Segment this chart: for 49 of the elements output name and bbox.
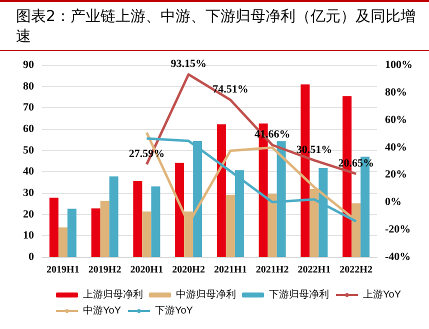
legend-label: 下游YoY bbox=[154, 304, 194, 316]
bar bbox=[67, 208, 76, 257]
data-label: 74.51% bbox=[212, 83, 248, 96]
bar bbox=[226, 194, 235, 257]
chart-title: 图表2：产业链上游、中游、下游归母净利（亿元）及同比增速 bbox=[0, 0, 429, 51]
x-tick-label: 2022H2 bbox=[340, 264, 372, 276]
data-label: 93.15% bbox=[170, 58, 206, 70]
bar bbox=[216, 124, 226, 257]
y-tick-label: 60 bbox=[23, 123, 34, 135]
y-tick-label: 20 bbox=[23, 208, 34, 220]
bar bbox=[133, 181, 142, 257]
y-tick-label: 70 bbox=[23, 102, 34, 114]
bar bbox=[142, 212, 152, 257]
legend-label: 下游归母净利 bbox=[269, 288, 329, 300]
y-tick-label: 30 bbox=[23, 187, 34, 199]
bar bbox=[49, 198, 58, 257]
y-tick-label: 40 bbox=[23, 166, 34, 178]
x-tick-label: 2019H2 bbox=[88, 264, 122, 276]
y-tick-label: 90 bbox=[23, 59, 34, 71]
legend-label: 中游归母净利 bbox=[176, 288, 236, 300]
y-tick-label: 80 bbox=[23, 80, 34, 92]
legend-label: 上游YoY bbox=[363, 288, 402, 300]
y2-tick-label: 80% bbox=[385, 86, 407, 98]
bar bbox=[91, 208, 100, 257]
y-tick-label: 0 bbox=[28, 251, 34, 263]
bar bbox=[175, 162, 184, 257]
data-label: 20.65% bbox=[338, 157, 374, 170]
bar bbox=[58, 227, 68, 257]
legend-label: 上游归母净利 bbox=[83, 288, 143, 300]
x-tick-label: 2020H1 bbox=[130, 264, 164, 276]
x-tick-label: 2020H2 bbox=[172, 264, 205, 276]
y2-tick-label: -20% bbox=[385, 224, 411, 236]
bar bbox=[268, 194, 277, 257]
y2-tick-label: 60% bbox=[385, 114, 407, 126]
bar bbox=[109, 176, 118, 257]
y-tick-label: 50 bbox=[23, 144, 34, 156]
y-tick-label: 10 bbox=[23, 230, 34, 242]
y2-tick-label: 40% bbox=[385, 141, 407, 154]
x-tick-label: 2021H2 bbox=[256, 264, 289, 276]
x-tick-label: 2022H1 bbox=[298, 264, 331, 276]
x-tick-label: 2019H1 bbox=[46, 264, 80, 276]
bar bbox=[100, 200, 110, 257]
x-tick-label: 2021H1 bbox=[214, 264, 247, 276]
y2-tick-label: 20% bbox=[385, 168, 407, 181]
bar bbox=[151, 186, 160, 257]
legend-label: 中游YoY bbox=[83, 304, 122, 316]
y2-tick-label: 100% bbox=[385, 59, 412, 71]
y2-tick-label: 0% bbox=[385, 196, 402, 208]
y2-tick-label: -40% bbox=[385, 251, 411, 263]
